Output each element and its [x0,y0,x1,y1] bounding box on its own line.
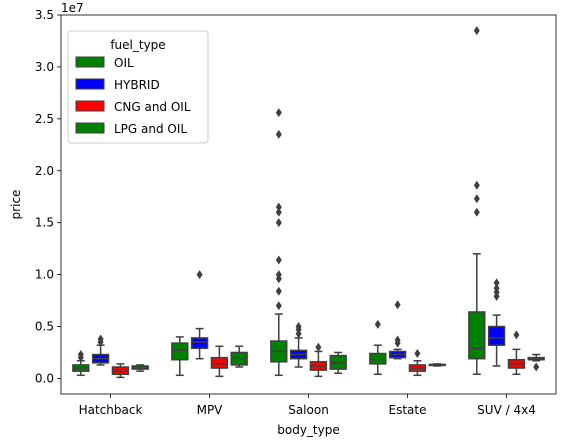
x-tick-label: Estate [389,403,427,417]
outlier-point [394,300,401,310]
outlier-point [275,270,282,280]
legend-entry-label: CNG and OIL [114,100,191,114]
legend-swatch [75,78,105,90]
outlier-point [77,350,84,360]
box-group [309,342,328,378]
legend-swatch [75,56,105,68]
outlier-point [473,26,480,36]
legend-swatch [75,122,105,134]
box-group [527,353,545,372]
box-body [369,352,387,365]
outlier-point [275,218,282,228]
outlier-point [473,194,480,204]
outlier-point [275,202,282,212]
x-tick-label: MPV [197,403,224,417]
box-body [230,351,248,366]
y-tick-label: 0.5 [35,320,54,334]
box-group [329,351,347,374]
outlier-point [513,330,520,340]
x-axis: Hatchback MPV Saloon Estate SUV / 4x4 [79,394,536,417]
box-group [289,322,308,368]
outlier-point [315,342,322,352]
box-group [468,26,486,376]
box-group [487,278,506,367]
box-body [487,325,506,346]
outlier-point [394,335,401,345]
legend-entry-label: OIL [114,56,134,70]
box-group [428,363,446,367]
box-body [210,356,229,369]
box-group [270,108,288,377]
box-body [171,342,189,361]
box-group [369,319,387,376]
y-axis-title: price [9,190,23,220]
box-body [190,337,209,350]
y-tick-label: 3.0 [35,60,54,74]
box-group [408,349,427,377]
box-group [131,364,149,372]
legend: fuel_type OIL HYBRID CNG and OIL LPG and OI… [67,30,209,144]
outlier-point [275,129,282,139]
y-tick-label: 2.5 [35,112,54,126]
box-group [388,300,407,360]
legend-title: fuel_type [110,38,165,52]
outlier-point [275,108,282,118]
legend-entry-label: HYBRID [114,78,160,92]
box-body [468,311,486,360]
x-tick-label: Saloon [288,403,329,417]
plot-area [60,14,557,395]
box-group [91,334,110,366]
y-tick-label: 1.5 [35,216,54,230]
outlier-point [414,349,421,359]
box-group [72,350,90,377]
outlier-point [97,334,104,344]
outlier-point [493,283,500,293]
outlier-point [374,319,381,329]
x-tick-label: Hatchback [79,403,143,417]
y-axis-offset-label: 1e7 [61,1,84,15]
box-group [190,270,209,360]
outlier-point [295,322,302,332]
y-tick-label: 0.0 [35,371,54,385]
outlier-point [196,270,203,280]
box-group [230,345,248,368]
box-group [111,363,130,379]
box-group [210,345,229,378]
box-group [171,336,189,377]
box-group [507,330,526,376]
outlier-point [275,286,282,296]
x-tick-label: SUV / 4x4 [477,403,536,417]
y-tick-label: 3.5 [35,8,54,22]
legend-swatch [75,100,105,112]
x-axis-title: body_type [277,423,339,437]
outlier-point [533,362,540,372]
outlier-point [493,278,500,288]
outlier-point [473,207,480,217]
outlier-point [275,255,282,265]
y-tick-label: 2.0 [35,164,54,178]
legend-entry-label: LPG and OIL [114,122,187,136]
outlier-point [473,180,480,190]
outlier-point [275,301,282,311]
y-tick-label: 1.0 [35,268,54,282]
outlier-point [275,207,282,217]
y-axis: 0.0 0.5 1.0 1.5 2.0 2.5 3.0 3.5 [35,8,61,385]
